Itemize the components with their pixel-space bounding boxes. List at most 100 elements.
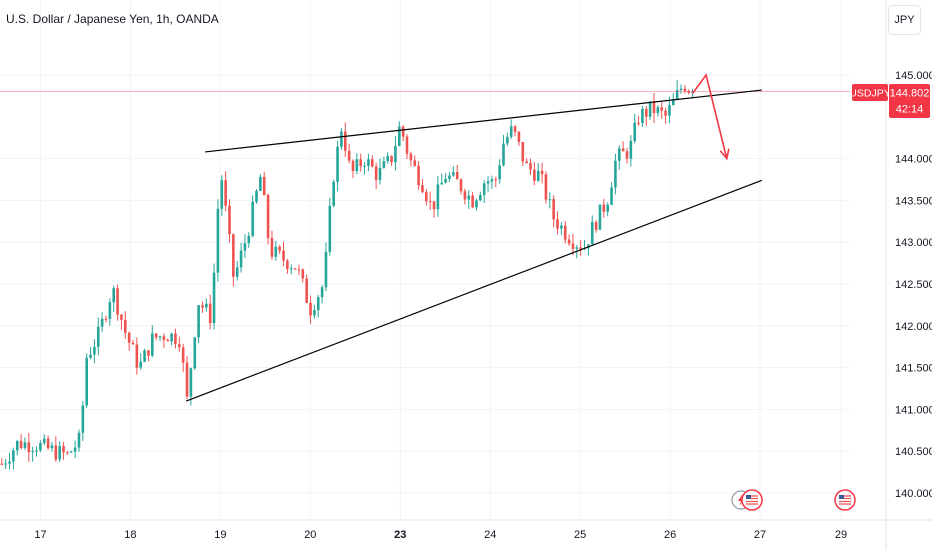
candle-body [421, 185, 424, 193]
candle-body [120, 314, 123, 320]
candle-body [328, 205, 332, 252]
y-tick-label: 144.000 [895, 154, 932, 166]
arrow-head [719, 148, 730, 161]
candle-body [359, 159, 363, 167]
candle-body [544, 174, 548, 200]
candle-body [332, 181, 335, 206]
price-tag-value: 144.802 [890, 88, 930, 100]
economic-events[interactable] [731, 489, 856, 511]
candle-body [575, 247, 579, 249]
candle-body [405, 136, 409, 154]
candle-body [671, 99, 675, 106]
candle-body [390, 155, 393, 163]
candle-body [479, 194, 482, 201]
price-axis[interactable]: 140.000 140.500 141.000 141.500 142.000 142.5… [885, 0, 932, 550]
y-tick-label: 141.500 [895, 363, 932, 375]
candle-body [571, 243, 575, 249]
candle-body [629, 140, 633, 159]
candle-body [104, 318, 108, 320]
candle-body [100, 318, 104, 327]
x-tick-label: 27 [754, 529, 766, 541]
candle-body [556, 219, 559, 229]
candle-body [432, 201, 436, 210]
candle-body [425, 192, 428, 202]
candle-body [181, 347, 185, 363]
candle-body [247, 235, 251, 244]
candle-body [289, 268, 293, 270]
us-flag-event-icon[interactable] [741, 489, 763, 511]
chart-grid [0, 0, 850, 520]
candle-body [656, 107, 660, 114]
candle-body [154, 333, 158, 338]
candle-body [316, 297, 320, 311]
candle-body [193, 337, 197, 369]
candle-body [313, 310, 316, 316]
x-tick-label: 26 [664, 529, 676, 541]
x-tick-label: 29 [835, 529, 847, 541]
candle-body [139, 361, 143, 368]
candle-body [166, 339, 170, 342]
candle-body [8, 461, 11, 464]
candle-body [459, 179, 463, 192]
candle-body [278, 246, 281, 251]
candle-body [224, 180, 227, 206]
candle-body [158, 336, 162, 338]
candle-body [641, 108, 644, 123]
candle-body [27, 442, 31, 453]
candle-body [610, 187, 613, 205]
candle-body [216, 208, 220, 273]
candle-body [506, 136, 509, 144]
candle-body [525, 161, 528, 164]
candle-body [220, 180, 224, 209]
candle-body [621, 148, 625, 152]
candle-body [243, 243, 247, 251]
candle-body [401, 126, 405, 137]
candle-body [282, 250, 285, 261]
candle-body [39, 442, 42, 451]
y-tick-label: 140.500 [895, 446, 932, 458]
candle-body [255, 190, 258, 202]
candle-body [355, 159, 359, 172]
x-tick-label: 18 [124, 529, 136, 541]
candle-body [386, 155, 390, 162]
time-axis[interactable]: 17 18 19 20 23 24 25 26 27 29 [0, 519, 932, 541]
candle-body [382, 161, 386, 168]
candle-body [4, 463, 7, 465]
candle-body [54, 445, 58, 460]
candle-body [409, 153, 413, 161]
candle-body [498, 165, 501, 180]
candle-body [440, 182, 444, 185]
candle-body [77, 432, 81, 448]
candle-body [374, 166, 378, 180]
candle-body [274, 246, 278, 257]
candle-body [540, 170, 544, 175]
candle-body [602, 204, 606, 212]
currency-button[interactable]: JPY [888, 5, 921, 35]
candle-body [397, 126, 401, 146]
price-tag-bg [889, 84, 930, 118]
candle-body [363, 165, 366, 167]
symbol-tag: USDJPY [849, 88, 890, 100]
candle-body [347, 150, 351, 161]
last-price-label: USDJPY 144.802 42:14 [849, 84, 930, 118]
y-tick-label: 141.000 [895, 404, 932, 416]
candle-body [463, 191, 467, 200]
us-flag-event-icon[interactable] [834, 489, 856, 511]
candle-body [367, 159, 370, 166]
candle-body [475, 200, 478, 208]
candle-body [201, 305, 204, 308]
candle-body [548, 199, 552, 201]
candle-body [448, 175, 451, 180]
candle-body [262, 176, 266, 196]
candle-body [73, 447, 77, 452]
candle-body [467, 195, 471, 200]
candle-body [232, 234, 235, 277]
candle-body [660, 107, 664, 111]
candle-body [633, 122, 637, 141]
candle-body [417, 165, 420, 186]
candle-body [436, 184, 440, 210]
candle-body [625, 151, 629, 159]
candle-body [378, 167, 382, 180]
candle-body [135, 344, 139, 368]
